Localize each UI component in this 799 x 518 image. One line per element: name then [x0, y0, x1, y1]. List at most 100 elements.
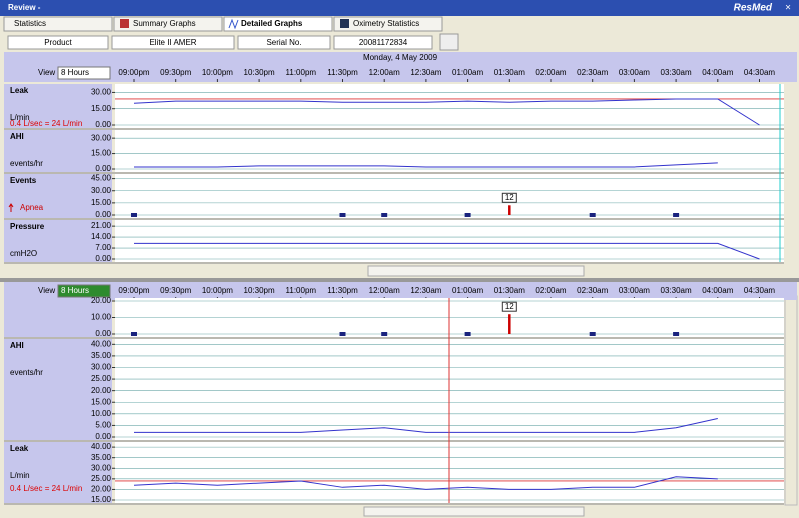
panel-title: AHI	[10, 341, 24, 350]
vertical-scrollbar[interactable]	[784, 295, 798, 506]
panel-note: 0.4 L/sec = 24 L/min	[10, 119, 82, 128]
y-tick-label: 30.00	[91, 88, 112, 97]
tab-label[interactable]: Statistics	[14, 19, 46, 28]
time-label: 03:00am	[619, 68, 650, 77]
y-tick-label: 30.00	[91, 133, 112, 142]
y-tick-label: 40.00	[91, 442, 112, 451]
panel-title: Leak	[10, 444, 29, 453]
date-bar	[4, 52, 797, 64]
event-label-box	[501, 192, 517, 203]
panel-label-area	[4, 220, 112, 262]
tab[interactable]	[113, 16, 223, 32]
splitter[interactable]	[0, 278, 799, 282]
y-tick-label: 20.00	[91, 386, 112, 395]
time-label: 03:30am	[661, 68, 692, 77]
y-tick-label: 15.00	[91, 149, 112, 158]
window-title: Review -	[8, 3, 41, 12]
time-label: 09:30pm	[160, 286, 191, 295]
product-label: Product	[44, 38, 72, 47]
event-mark	[131, 213, 137, 217]
y-tick-label: 0.00	[95, 254, 111, 263]
scroll-thumb[interactable]	[367, 265, 585, 277]
close-button[interactable]: ×	[785, 3, 791, 14]
panel-label-area	[4, 84, 112, 128]
y-tick-label: 40.00	[91, 339, 112, 348]
y-tick-label: 15.00	[91, 104, 112, 113]
trace	[134, 417, 718, 433]
event-mark	[589, 213, 596, 217]
time-axis-bar	[4, 64, 797, 82]
apnea-icon	[8, 203, 14, 212]
y-tick-label: 30.00	[91, 186, 112, 195]
time-label: 10:00pm	[202, 68, 233, 77]
panel-unit: L/min	[10, 113, 30, 122]
tab-active[interactable]	[223, 16, 333, 32]
time-axis-bar	[4, 282, 797, 300]
time-label: 12:30am	[410, 68, 441, 77]
time-label: 03:30am	[661, 286, 692, 295]
event-label: 12	[505, 193, 514, 202]
tab-label[interactable]: Summary Graphs	[133, 19, 196, 28]
panel-unit: events/hr	[10, 368, 43, 377]
product: Elite II AMER	[149, 38, 196, 47]
tab-icon	[340, 19, 349, 28]
y-tick-label: 7.00	[95, 243, 111, 252]
scroll-thumb[interactable]	[363, 506, 585, 517]
time-label: 12:00am	[369, 286, 400, 295]
y-tick-label: 15.00	[91, 397, 112, 406]
y-tick-label: 15.00	[91, 495, 112, 504]
tab-icon	[120, 19, 129, 28]
y-tick-label: 45.00	[91, 174, 112, 183]
view-value[interactable]: 8 Hours	[61, 68, 89, 77]
panel-unit: cmH2O	[10, 249, 37, 258]
event-mark	[131, 332, 137, 336]
plot-area	[115, 174, 784, 218]
panel-label-area	[4, 130, 112, 172]
y-tick-label: 30.00	[91, 463, 112, 472]
view-value[interactable]: 8 Hours	[61, 286, 89, 295]
tab[interactable]	[333, 16, 443, 32]
y-tick-label: 5.00	[95, 421, 111, 430]
tab-strip: Statistics Summary Graphs Detailed Graph…	[3, 16, 443, 32]
time-label: 11:00pm	[286, 286, 317, 295]
event-mark	[339, 213, 346, 217]
date: Monday, 4 May 2009	[363, 53, 438, 62]
view-select[interactable]	[57, 66, 111, 80]
panel-title: AHI	[10, 132, 24, 141]
trace	[133, 98, 760, 126]
field	[333, 35, 433, 50]
y-tick-label: 21.00	[91, 221, 112, 230]
time-label: 10:30pm	[244, 286, 275, 295]
panel-title: Events	[10, 176, 37, 185]
time-label: 10:30pm	[244, 68, 275, 77]
event-mark	[339, 332, 346, 336]
y-tick-label: 35.00	[91, 351, 112, 360]
panel-title: Pressure	[10, 222, 45, 231]
field	[237, 35, 331, 50]
panel-label-area	[4, 298, 112, 337]
info-row: Product Elite II AMER Serial No. 2008117…	[7, 33, 459, 51]
tab-label[interactable]: Detailed Graphs	[241, 19, 303, 28]
event-label: 12	[505, 302, 514, 311]
time-label: 01:00am	[452, 68, 483, 77]
event-mark	[673, 213, 680, 217]
time-label: 10:00pm	[202, 286, 233, 295]
time-label: 02:00am	[535, 286, 566, 295]
tab-label[interactable]: Oximetry Statistics	[353, 19, 419, 28]
y-tick-label: 0.00	[95, 164, 111, 173]
view-label: View	[38, 68, 55, 77]
y-tick-label: 0.00	[95, 210, 111, 219]
event-mark	[673, 332, 680, 336]
tab[interactable]	[3, 16, 113, 32]
panel-unit: L/min	[10, 471, 30, 480]
settings-button[interactable]	[439, 33, 459, 51]
y-tick-label: 25.00	[91, 374, 112, 383]
time-label: 09:00pm	[118, 68, 149, 77]
y-tick-label: 10.00	[91, 313, 112, 322]
panel-note: 0.4 L/sec = 24 L/min	[10, 484, 82, 493]
view-select[interactable]	[57, 284, 111, 298]
trace	[134, 162, 718, 168]
y-tick-label: 14.00	[91, 232, 112, 241]
event-mark	[589, 332, 596, 336]
